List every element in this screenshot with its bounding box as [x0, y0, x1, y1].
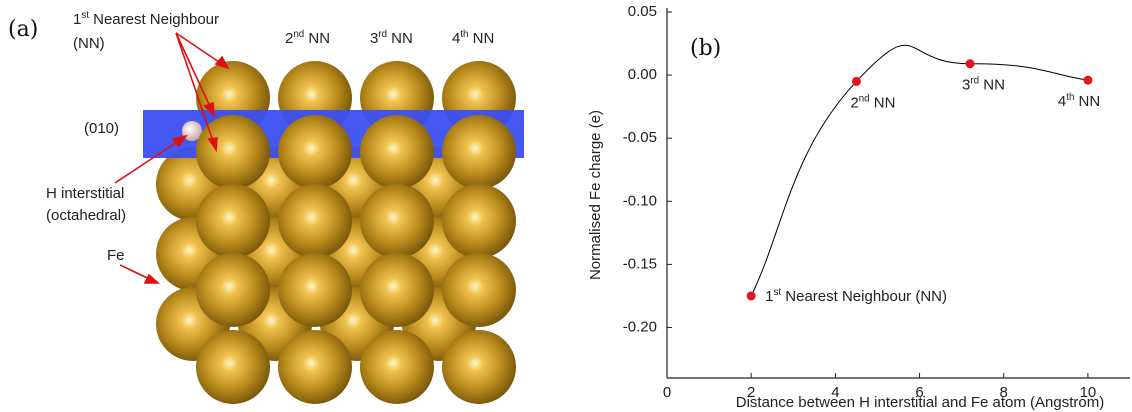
- fe-atom: [278, 115, 352, 189]
- point-label: 3rd NN: [962, 76, 1005, 94]
- fe-atom: [360, 330, 434, 404]
- fe-atom: [196, 115, 270, 189]
- x-tick-label: 6: [915, 384, 923, 401]
- point: [1083, 75, 1093, 85]
- x-tick-label: 8: [1000, 384, 1008, 401]
- point: [746, 291, 756, 301]
- fe-atom: [278, 253, 352, 327]
- annotation: 3rd NN: [370, 29, 413, 47]
- annotation: Fe: [107, 247, 125, 264]
- panel-label: (b): [690, 36, 721, 61]
- panel-label: (a): [8, 17, 38, 42]
- annotation: (NN): [73, 35, 105, 52]
- fe-atom: [196, 253, 270, 327]
- fe-atom: [442, 330, 516, 404]
- point-label: 1st Nearest Neighbour (NN): [765, 287, 947, 305]
- annotation: H interstitial: [46, 185, 124, 202]
- point-label: 4th NN: [1058, 92, 1100, 110]
- x-tick-label: 4: [831, 384, 839, 401]
- fe-atom: [278, 330, 352, 404]
- y-tick-label: 0.00: [628, 66, 657, 83]
- annotation: 1st Nearest Neighbour: [73, 10, 219, 28]
- y-tick-label: -0.20: [623, 318, 657, 335]
- fe-atom: [442, 115, 516, 189]
- fe-atom: [196, 330, 270, 404]
- annotation: 4th NN: [452, 29, 494, 47]
- y-tick-label: -0.15: [623, 255, 657, 272]
- h-atom: [182, 121, 202, 141]
- y-tick-label: 0.05: [628, 3, 657, 20]
- fe-atom: [360, 253, 434, 327]
- y-tick-label: -0.10: [623, 192, 657, 209]
- fe-atom: [442, 253, 516, 327]
- line: [750, 44, 1088, 297]
- fe-atom: [196, 184, 270, 258]
- point-label: 2nd NN: [850, 93, 895, 111]
- arrows: [114, 32, 230, 284]
- fe-atom: [442, 184, 516, 258]
- point: [851, 76, 861, 86]
- front-layer: [196, 115, 516, 404]
- point: [965, 59, 975, 69]
- x-tick-label: 0: [663, 384, 671, 401]
- y-tick-label: -0.05: [623, 129, 657, 146]
- panel-a: (a) 1st Nearest Neighbour (NN) 2nd NN 3r…: [8, 10, 524, 404]
- x-axis-label: Distance between H interstitial and Fe a…: [736, 394, 1105, 411]
- annotation: (octahedral): [46, 207, 126, 224]
- y-axis-label: Normalised Fe charge (e): [587, 110, 604, 280]
- fe-atom: [278, 184, 352, 258]
- annotation: (010): [84, 120, 119, 137]
- fe-atom: [360, 115, 434, 189]
- annotation: 2nd NN: [285, 29, 330, 47]
- fe-atom: [360, 184, 434, 258]
- x-tick-label: 2: [747, 384, 755, 401]
- x-tick-label: 10: [1080, 384, 1097, 401]
- panel-b: 0.05 0.00 -0.05 -0.10 -0.15 -0.20 0 2 4 6 8 10Dista…: [587, 3, 1130, 411]
